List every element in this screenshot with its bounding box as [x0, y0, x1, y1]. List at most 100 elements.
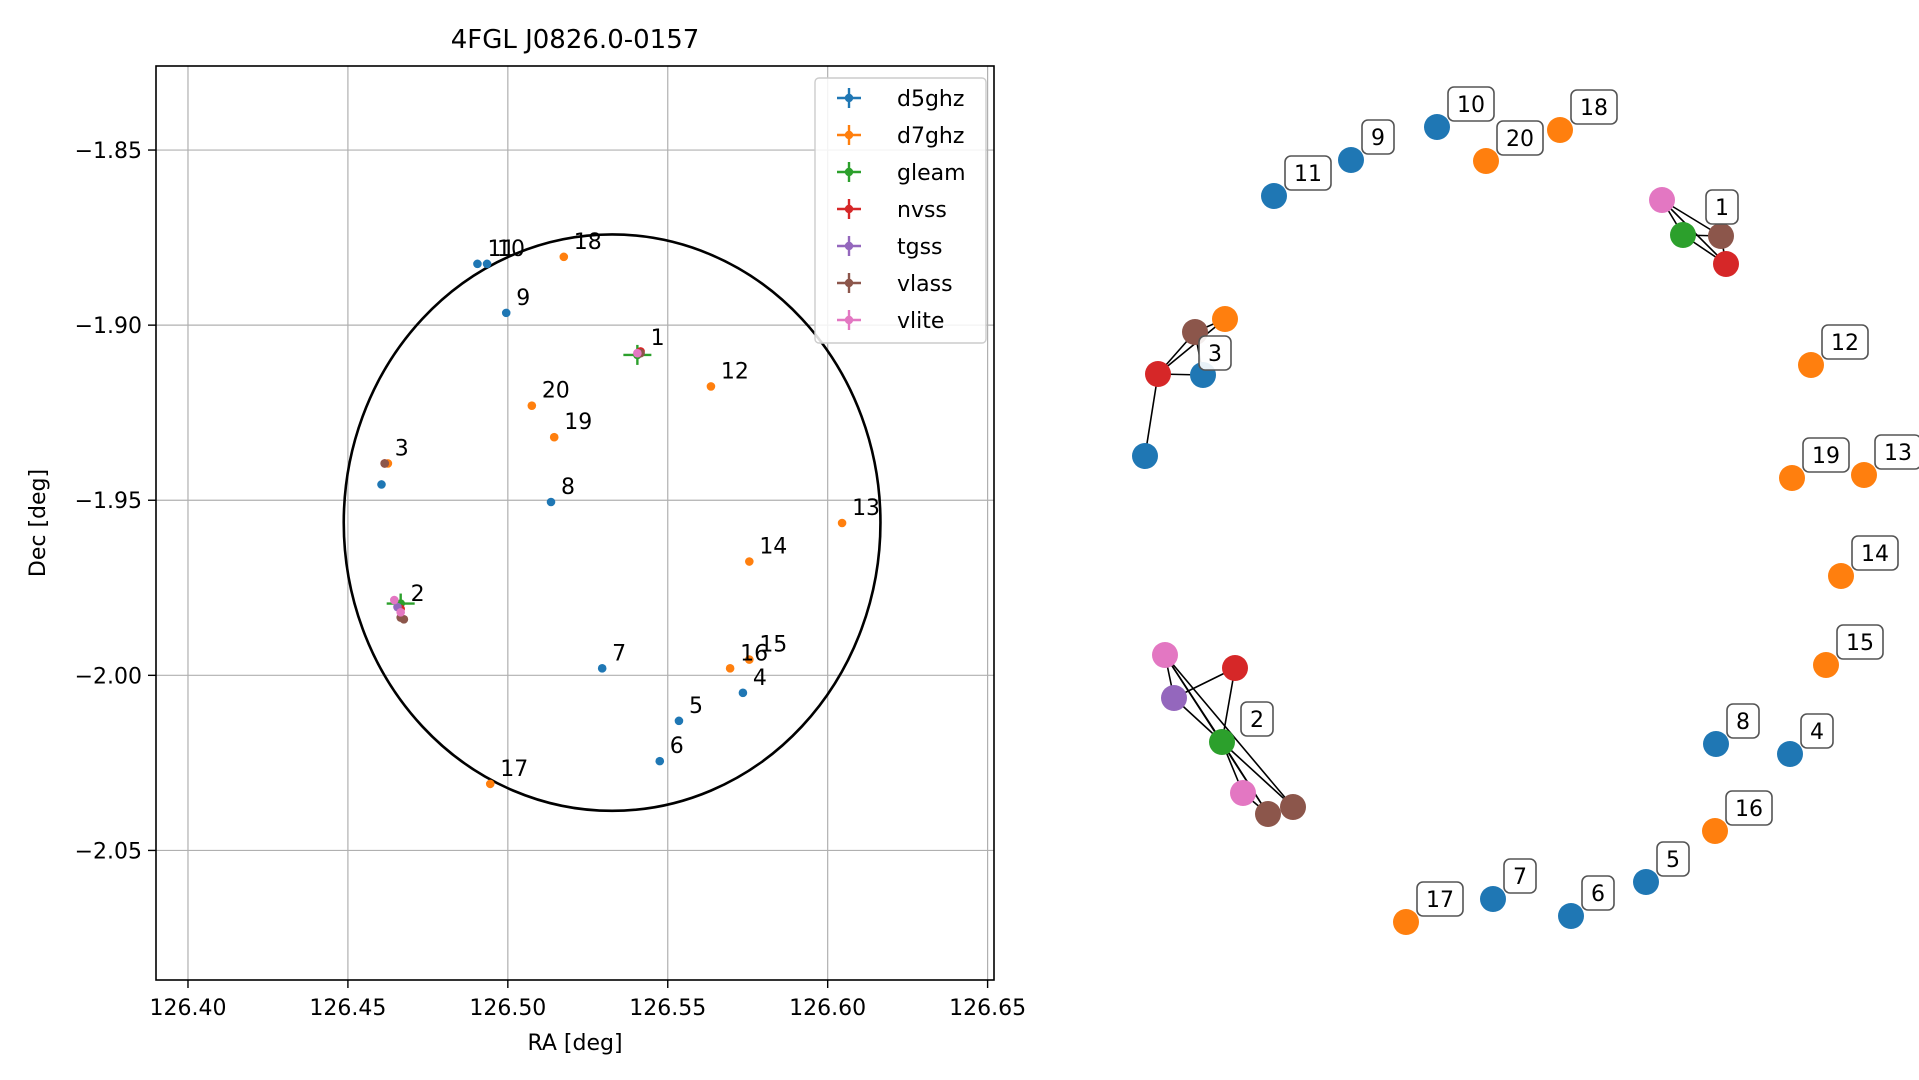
node-label: 3	[1208, 342, 1222, 367]
node-label-box	[1726, 703, 1760, 739]
point-label: 4	[753, 666, 767, 691]
graph-edge	[1157, 318, 1226, 375]
x-tick-label: 126.45	[309, 996, 386, 1021]
node-label-box	[1198, 335, 1232, 371]
data-markers	[377, 252, 847, 789]
chart-title: 4FGL J0826.0-0157	[451, 25, 700, 55]
graph-node-tgss	[1161, 685, 1187, 711]
graph-node-d7ghz	[1547, 117, 1573, 143]
graph-edge	[1221, 741, 1294, 808]
graph-node-d7ghz	[1212, 306, 1238, 332]
graph-node-nvss	[1145, 361, 1171, 387]
graph-node-vlite	[1649, 187, 1675, 213]
point-label: 14	[759, 535, 787, 560]
axes-frame	[155, 65, 995, 981]
point-label: 11	[487, 237, 515, 262]
graph-node-d5ghz	[1338, 147, 1364, 173]
point-label: 6	[670, 734, 684, 759]
node-label: 18	[1580, 96, 1608, 121]
point-label: 15	[759, 633, 787, 658]
node-label: 11	[1294, 162, 1322, 187]
point-d5ghz	[738, 688, 748, 698]
y-axis-label: Dec [deg]	[26, 469, 51, 577]
graph-node-vlite	[1152, 642, 1178, 668]
x-tick-label: 126.40	[149, 996, 226, 1021]
legend-marker-d7ghz	[844, 130, 854, 140]
node-label-box	[1416, 881, 1464, 917]
legend-marker-d5ghz	[844, 93, 854, 103]
graph-node-d7ghz	[1779, 465, 1805, 491]
point-label: 2	[411, 582, 425, 607]
point-d7ghz	[745, 655, 754, 664]
y-axis-ticks: −1.85 −1.90 −1.95 −2.00 −2.05	[75, 139, 156, 864]
node-label-box	[1725, 790, 1773, 826]
graph-node-d7ghz	[1851, 462, 1877, 488]
point-label: 9	[516, 286, 530, 311]
graph-edge	[1221, 741, 1269, 815]
node-label: 20	[1506, 127, 1534, 152]
y-tick-label: −2.05	[75, 839, 142, 864]
graph-node-vlass	[1255, 801, 1281, 827]
legend-label-vlite: vlite	[897, 309, 944, 334]
point-label: 1	[651, 326, 665, 351]
node-label-box	[1447, 86, 1495, 122]
point-d7ghz	[527, 401, 537, 410]
point-d7ghz	[706, 382, 716, 391]
point-d7ghz	[745, 557, 754, 566]
node-label-box	[1821, 324, 1869, 360]
point-d7ghz	[559, 252, 569, 262]
point-d5ghz	[597, 664, 607, 673]
node-label: 12	[1831, 331, 1859, 356]
node-label: 4	[1810, 720, 1824, 745]
x-tick-label: 126.55	[629, 996, 706, 1021]
graph-edge	[1144, 373, 1159, 457]
node-label: 14	[1861, 542, 1889, 567]
grid	[156, 66, 994, 980]
graph-node-d5ghz	[1703, 731, 1729, 757]
node-label: 10	[1457, 93, 1485, 118]
graph-node-nvss	[1222, 655, 1248, 681]
graph-node-d7ghz	[1828, 563, 1854, 589]
legend-label-gleam: gleam	[897, 161, 966, 186]
point-vlite	[633, 348, 642, 358]
point-d5ghz	[655, 756, 665, 766]
graph-node-d5ghz	[1261, 183, 1287, 209]
graph-node-d5ghz	[1558, 903, 1584, 929]
x-axis-label: RA [deg]	[527, 1031, 622, 1056]
node-label: 17	[1426, 888, 1454, 913]
graph-node-d7ghz	[1813, 652, 1839, 678]
point-d5ghz	[501, 308, 511, 318]
point-d7ghz	[549, 432, 559, 442]
node-label-box	[1496, 120, 1544, 156]
y-tick-label: −2.00	[75, 664, 142, 689]
legend-marker-nvss	[844, 204, 854, 214]
graph-node-d7ghz	[1393, 909, 1419, 935]
node-label: 6	[1591, 882, 1605, 907]
node-label-box	[1705, 189, 1739, 225]
node-label: 16	[1735, 797, 1763, 822]
point-d5ghz	[377, 480, 386, 489]
point-vlite	[396, 607, 405, 617]
graph-node-vlass	[1708, 223, 1734, 249]
graph-node-d5ghz	[1777, 741, 1803, 767]
legend-box	[814, 77, 987, 344]
point-d7ghz	[725, 664, 735, 673]
point-vlite	[389, 595, 399, 605]
point-d5ghz	[674, 716, 684, 726]
node-label: 7	[1513, 865, 1527, 890]
left-scatter-panel: 4FGL J0826.0-0157 1234567891011121314151…	[26, 25, 1026, 1056]
graph-node-d7ghz	[1473, 148, 1499, 174]
point-d5ghz	[482, 259, 492, 269]
point-vlass	[380, 459, 389, 468]
node-label-box	[1656, 841, 1690, 877]
node-label: 1	[1715, 196, 1729, 221]
graph-node-nvss	[1713, 251, 1739, 277]
node-label-box	[1851, 535, 1899, 571]
point-label: 20	[542, 379, 570, 404]
graph-node-d5ghz	[1424, 114, 1450, 140]
graph-node-d7ghz	[1798, 352, 1824, 378]
x-tick-label: 126.60	[789, 996, 866, 1021]
node-label: 8	[1736, 710, 1750, 735]
node-label-box	[1802, 437, 1850, 473]
